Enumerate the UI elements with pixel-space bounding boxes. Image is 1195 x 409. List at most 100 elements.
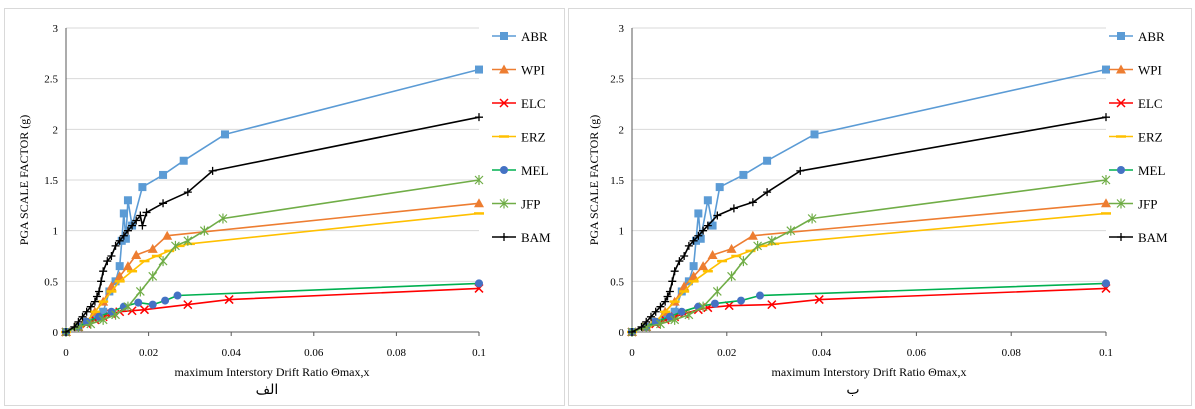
legend-marker (499, 64, 509, 74)
legend-label: ERZ (521, 130, 546, 145)
data-point (97, 277, 106, 286)
data-point (1102, 65, 1110, 74)
y-tick-label: 1 (53, 226, 59, 238)
data-point (148, 300, 157, 309)
y-tick-label: 0.5 (44, 276, 58, 288)
data-point (1102, 279, 1110, 288)
data-point (656, 302, 665, 311)
y-tick-label: 0 (619, 327, 625, 339)
data-point (767, 235, 777, 246)
data-point (115, 262, 124, 271)
data-point (115, 236, 124, 245)
series-line-abr (631, 68, 1107, 333)
data-point (715, 183, 724, 192)
legend-item-elc: ELC (492, 96, 546, 111)
data-point (107, 252, 116, 260)
data-point (179, 156, 188, 165)
data-point (642, 317, 651, 326)
legend-marker (500, 32, 508, 40)
legend-label: ELC (1138, 96, 1163, 111)
data-point (814, 295, 824, 305)
data-point (171, 240, 180, 251)
y-tick-label: 2.5 (44, 74, 58, 86)
data-point (199, 225, 209, 236)
data-point (131, 249, 142, 259)
x-tick-label: 0.08 (387, 347, 407, 359)
data-point (134, 298, 143, 307)
data-point (183, 188, 192, 197)
data-point (119, 231, 128, 240)
y-tick-label: 3 (619, 23, 625, 35)
legend-item-mel: MEL (492, 163, 549, 178)
data-point (707, 249, 718, 259)
data-point (111, 241, 120, 250)
legend-item-erz: ERZ (1109, 130, 1163, 145)
data-point (136, 211, 145, 220)
data-point (807, 213, 817, 224)
data-point (646, 312, 655, 321)
data-point (726, 243, 737, 253)
data-point (699, 226, 708, 235)
data-point (121, 234, 130, 243)
data-point (703, 196, 712, 205)
data-point (78, 312, 87, 321)
data-point (474, 175, 484, 185)
data-point (670, 267, 679, 276)
data-point (670, 307, 679, 316)
data-point (92, 292, 101, 301)
data-point (661, 312, 670, 321)
legend-marker (499, 98, 509, 108)
legend-item-jfp: JFP (492, 197, 541, 212)
data-point (698, 261, 709, 271)
x-tick-label: 0.08 (1002, 347, 1022, 359)
legend-label: JFP (521, 197, 541, 212)
series-bam (628, 113, 1110, 336)
data-point (694, 231, 703, 240)
data-point (224, 295, 234, 305)
data-point (128, 221, 137, 230)
data-point (98, 314, 108, 325)
data-point (737, 296, 746, 305)
data-point (99, 307, 108, 316)
y-tick-label: 0.5 (610, 276, 624, 288)
panel-caption: الف (256, 382, 279, 398)
data-point (656, 318, 665, 329)
legend-item-wpi: WPI (492, 63, 545, 78)
data-point (90, 297, 99, 306)
data-point (796, 166, 805, 175)
gridlines (632, 27, 1106, 282)
data-point (123, 301, 133, 312)
y-tick-label: 1.5 (44, 175, 58, 187)
data-point (684, 241, 693, 250)
legend-marker (1117, 233, 1125, 241)
data-point (138, 221, 147, 230)
data-point (675, 257, 684, 266)
legend-item-bam: BAM (492, 230, 551, 245)
data-point (710, 299, 719, 308)
data-point (763, 188, 772, 197)
chart-left: 0 0.5 1 1.5 2 2.5 3 0 0.02 0.04 0.06 0.08 0.1 PGA SCA… (17, 23, 551, 398)
data-point (183, 235, 193, 246)
data-point (729, 204, 738, 213)
legend-marker (499, 198, 509, 209)
data-point (661, 297, 670, 306)
legend-label: MEL (1138, 163, 1166, 178)
series-line-bam (631, 116, 1107, 333)
legend-marker (500, 166, 508, 174)
legend-label: WPI (521, 63, 545, 78)
x-tick-label: 0 (63, 347, 69, 359)
data-point (95, 287, 104, 296)
data-point (475, 65, 483, 74)
y-axis-title: PGA SCALE FACTOR (g) (17, 115, 31, 246)
legend-marker (1117, 32, 1125, 40)
data-point (665, 312, 674, 321)
data-point (142, 208, 151, 217)
data-point (138, 183, 147, 192)
data-point (698, 301, 708, 312)
data-point (70, 322, 79, 331)
legend-label: ELC (521, 96, 546, 111)
data-point (663, 292, 672, 301)
y-tick-label: 2.5 (610, 74, 624, 86)
x-axis-title: maximum Interstory Drift Ratio Θmax,x (772, 365, 967, 379)
series-line-bam (65, 116, 480, 333)
